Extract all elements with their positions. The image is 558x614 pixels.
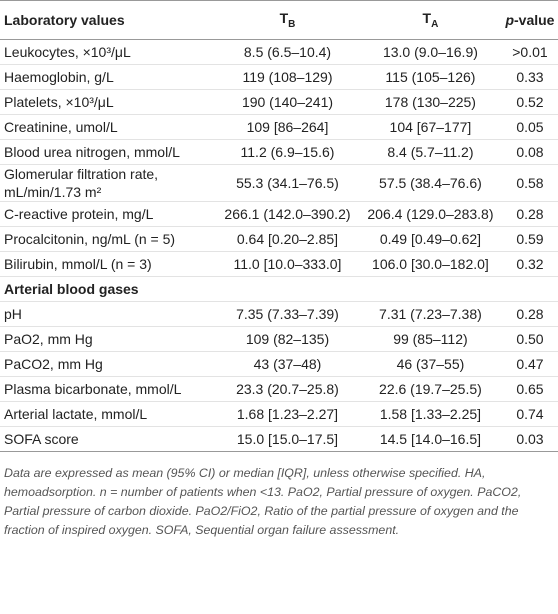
footnote: Data are expressed as mean (95% CI) or m… bbox=[4, 466, 522, 537]
cell: 0.50 bbox=[501, 326, 558, 352]
header-text: p bbox=[505, 12, 514, 28]
header-text: -value bbox=[514, 12, 555, 28]
cell: 0.47 bbox=[501, 351, 558, 377]
row-label: pH bbox=[0, 301, 216, 327]
table-row: Glomerular filtration rate, mL/min/1.73 … bbox=[0, 164, 558, 202]
cell: 119 (108–129) bbox=[216, 64, 359, 90]
table-row: Leukocytes, ×10³/μL 8.5 (6.5–10.4) 13.0 (9… bbox=[0, 39, 558, 65]
cell: 57.5 (38.4–76.6) bbox=[358, 164, 502, 202]
table-row: Creatinine, umol/L 109 [86–264] 104 [67–17… bbox=[0, 114, 558, 140]
cell: 178 (130–225) bbox=[358, 89, 502, 115]
cell: 13.0 (9.0–16.9) bbox=[358, 39, 502, 65]
table-head: Laboratory values TB TA p-value bbox=[0, 0, 558, 40]
cell: 7.35 (7.33–7.39) bbox=[216, 301, 359, 327]
cell: 0.32 bbox=[501, 251, 558, 277]
row-label: SOFA score bbox=[0, 426, 216, 452]
cell: 1.58 [1.33–2.25] bbox=[358, 401, 502, 427]
header-text: T bbox=[422, 10, 432, 27]
cell: 0.59 bbox=[501, 226, 558, 252]
column-header: TA bbox=[358, 0, 502, 40]
cell: >0.01 bbox=[501, 39, 558, 65]
table-row: Platelets, ×10³/μL 190 (140–241) 178 (130–… bbox=[0, 89, 558, 115]
cell: 0.49 [0.49–0.62] bbox=[358, 226, 502, 252]
cell: 15.0 [15.0–17.5] bbox=[216, 426, 359, 452]
row-label: Blood urea nitrogen, mmol/L bbox=[0, 139, 216, 165]
row-label: Platelets, ×10³/μL bbox=[0, 89, 216, 115]
row-label: Haemoglobin, g/L bbox=[0, 64, 216, 90]
row-label: Procalcitonin, ng/mL (n = 5) bbox=[0, 226, 216, 252]
cell: 7.31 (7.23–7.38) bbox=[358, 301, 502, 327]
cell: 0.08 bbox=[501, 139, 558, 165]
cell: 11.0 [10.0–333.0] bbox=[216, 251, 359, 277]
header-text: Laboratory values bbox=[4, 12, 125, 28]
cell: 190 (140–241) bbox=[216, 89, 359, 115]
cell: 0.64 [0.20–2.85] bbox=[216, 226, 359, 252]
header-subscript: B bbox=[288, 18, 296, 30]
row-label: PaO2, mm Hg bbox=[0, 326, 216, 352]
table-row: PaCO2, mm Hg 43 (37–48) 46 (37–55) 0.47 bbox=[0, 351, 558, 377]
cell: 0.05 bbox=[501, 114, 558, 140]
cell: 0.33 bbox=[501, 64, 558, 90]
row-label: Arterial blood gases bbox=[0, 276, 558, 302]
table-row: SOFA score 15.0 [15.0–17.5] 14.5 [14.0–16.… bbox=[0, 426, 558, 452]
cell: 11.2 (6.9–15.6) bbox=[216, 139, 359, 165]
cell: 0.28 bbox=[501, 301, 558, 327]
cell: 109 (82–135) bbox=[216, 326, 359, 352]
cell: 1.68 [1.23–2.27] bbox=[216, 401, 359, 427]
row-label: Creatinine, umol/L bbox=[0, 114, 216, 140]
column-header: Laboratory values bbox=[0, 0, 216, 40]
cell: 99 (85–112) bbox=[358, 326, 502, 352]
table-row: C-reactive protein, mg/L 266.1 (142.0–390… bbox=[0, 201, 558, 227]
column-header: TB bbox=[216, 0, 359, 40]
cell: 8.4 (5.7–11.2) bbox=[358, 139, 502, 165]
table-row: Arterial lactate, mmol/L 1.68 [1.23–2.27]… bbox=[0, 401, 558, 427]
cell: 0.52 bbox=[501, 89, 558, 115]
table-body: Leukocytes, ×10³/μL 8.5 (6.5–10.4) 13.0 (9… bbox=[0, 39, 558, 452]
cell: 0.65 bbox=[501, 376, 558, 402]
table-row: PaO2, mm Hg 109 (82–135) 99 (85–112) 0.50 bbox=[0, 326, 558, 352]
cell: 14.5 [14.0–16.5] bbox=[358, 426, 502, 452]
row-label: Leukocytes, ×10³/μL bbox=[0, 39, 216, 65]
cell: 8.5 (6.5–10.4) bbox=[216, 39, 359, 65]
cell: 266.1 (142.0–390.2) bbox=[216, 201, 359, 227]
row-label: Plasma bicarbonate, mmol/L bbox=[0, 376, 216, 402]
column-header: p-value bbox=[501, 0, 558, 40]
cell: 0.58 bbox=[501, 164, 558, 202]
row-label: C-reactive protein, mg/L bbox=[0, 201, 216, 227]
table-row: Blood urea nitrogen, mmol/L 11.2 (6.9–15.… bbox=[0, 139, 558, 165]
cell: 0.03 bbox=[501, 426, 558, 452]
header-subscript: A bbox=[431, 18, 439, 30]
cell: 55.3 (34.1–76.5) bbox=[216, 164, 359, 202]
header-row: Laboratory values TB TA p-value bbox=[0, 0, 558, 40]
table-row: Plasma bicarbonate, mmol/L 23.3 (20.7–25.… bbox=[0, 376, 558, 402]
lab-table: Laboratory values TB TA p-value Leukocytes,… bbox=[0, 0, 558, 452]
cell: 46 (37–55) bbox=[358, 351, 502, 377]
cell: 206.4 (129.0–283.8) bbox=[358, 201, 502, 227]
cell: 0.74 bbox=[501, 401, 558, 427]
cell: 43 (37–48) bbox=[216, 351, 359, 377]
table-row: Procalcitonin, ng/mL (n = 5) 0.64 [0.20–2… bbox=[0, 226, 558, 252]
table-row: Bilirubin, mmol/L (n = 3) 11.0 [10.0–333.… bbox=[0, 251, 558, 277]
cell: 109 [86–264] bbox=[216, 114, 359, 140]
cell: 22.6 (19.7–25.5) bbox=[358, 376, 502, 402]
cell: 104 [67–177] bbox=[358, 114, 502, 140]
cell: 115 (105–126) bbox=[358, 64, 502, 90]
table-row: Arterial blood gases bbox=[0, 276, 558, 302]
cell: 106.0 [30.0–182.0] bbox=[358, 251, 502, 277]
cell: 0.28 bbox=[501, 201, 558, 227]
row-label: Bilirubin, mmol/L (n = 3) bbox=[0, 251, 216, 277]
row-label: Arterial lactate, mmol/L bbox=[0, 401, 216, 427]
table-row: Haemoglobin, g/L 119 (108–129) 115 (105–12… bbox=[0, 64, 558, 90]
row-label: Glomerular filtration rate, mL/min/1.73 … bbox=[0, 164, 216, 202]
header-text: T bbox=[279, 10, 289, 27]
row-label: PaCO2, mm Hg bbox=[0, 351, 216, 377]
table-row: pH 7.35 (7.33–7.39) 7.31 (7.23–7.38) 0.28 bbox=[0, 301, 558, 327]
cell: 23.3 (20.7–25.8) bbox=[216, 376, 359, 402]
